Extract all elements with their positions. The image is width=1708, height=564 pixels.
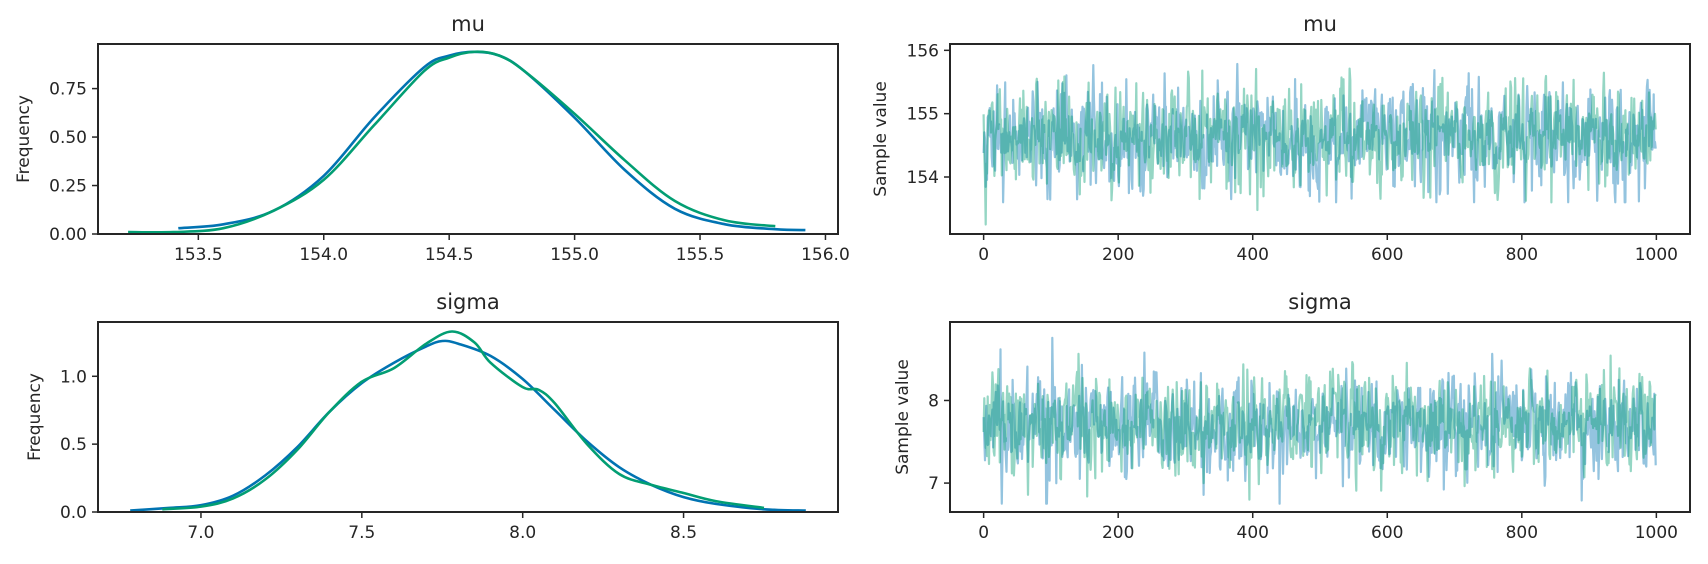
x-tick-label: 0 (978, 245, 989, 265)
mu-density-ticks: 153.5 154.0 154.5 155.0 155.5 156.0 0.00 0.25 0.… (49, 80, 850, 265)
x-tick-label: 8.0 (509, 523, 536, 543)
mu-trace-axes (949, 43, 1691, 235)
sigma-density-ticks: 7.0 7.5 8.0 8.5 0.0 0.5 1.0 (60, 367, 697, 543)
x-tick-label: 200 (1102, 523, 1134, 543)
trace-line-chain-0 (982, 62, 1657, 204)
mu-density-ylabel: Frequency (14, 95, 34, 183)
x-tick-label: 155.0 (550, 245, 599, 265)
mu-trace-panel: mu Sample value 0 200 400 600 800 1000 154 155 1… (871, 12, 1691, 265)
sigma-density-panel: sigma Frequency 7.0 7.5 8.0 8.5 0.0 0.5 1.0 (25, 290, 839, 543)
y-tick-label: 7 (928, 474, 939, 494)
y-tick-label: 155 (907, 105, 939, 125)
mu-density-axes (97, 43, 839, 235)
x-tick-label: 155.5 (676, 245, 725, 265)
mu-density-panel: mu Frequency 153.5 154.0 154.5 155.0 155.5 15… (14, 12, 850, 265)
x-tick-label: 800 (1506, 523, 1538, 543)
y-tick-label: 0.0 (60, 503, 87, 523)
sigma-trace-ticks: 0 200 400 600 800 1000 7 8 (928, 391, 1678, 543)
mu-trace-ticks: 0 200 400 600 800 1000 154 155 156 (907, 41, 1678, 265)
x-tick-label: 156.0 (801, 245, 850, 265)
sigma-trace-title: sigma (1288, 290, 1351, 314)
density-line-chain-1 (128, 50, 776, 234)
x-tick-label: 800 (1506, 245, 1538, 265)
y-tick-label: 0.75 (49, 80, 87, 100)
y-tick-label: 156 (907, 41, 939, 61)
x-tick-label: 154.0 (299, 245, 348, 265)
density-line-chain-0 (178, 50, 806, 232)
density-line-chain-0 (130, 339, 806, 512)
sigma-trace-lines (982, 336, 1657, 505)
x-tick-label: 200 (1102, 245, 1134, 265)
density-line-chain-1 (162, 330, 765, 511)
y-tick-label: 0.5 (60, 435, 87, 455)
x-tick-label: 153.5 (174, 245, 223, 265)
y-tick-label: 154 (907, 168, 939, 188)
x-tick-label: 154.5 (425, 245, 474, 265)
x-tick-label: 1000 (1635, 523, 1678, 543)
x-tick-label: 8.5 (670, 523, 697, 543)
trace-line-chain-1 (982, 352, 1657, 501)
x-tick-label: 7.0 (187, 523, 214, 543)
sigma-density-lines (130, 330, 806, 512)
x-tick-label: 7.5 (348, 523, 375, 543)
mu-trace-ylabel: Sample value (871, 81, 891, 197)
x-tick-label: 600 (1371, 523, 1403, 543)
trace-line-chain-1 (982, 67, 1657, 226)
sigma-trace-axes (949, 321, 1691, 513)
x-tick-label: 600 (1371, 245, 1403, 265)
y-tick-label: 1.0 (60, 367, 87, 387)
y-tick-label: 0.25 (49, 177, 87, 197)
y-tick-label: 0.00 (49, 225, 87, 245)
sigma-density-title: sigma (436, 290, 499, 314)
sigma-density-ylabel: Frequency (25, 373, 45, 461)
mu-trace-lines (982, 62, 1657, 226)
x-tick-label: 1000 (1635, 245, 1678, 265)
x-tick-label: 0 (978, 523, 989, 543)
x-tick-label: 400 (1237, 523, 1269, 543)
mu-density-lines (128, 50, 806, 234)
mu-density-title: mu (451, 12, 485, 36)
sigma-density-axes (97, 321, 839, 513)
sigma-trace-ylabel: Sample value (893, 359, 913, 475)
y-tick-label: 8 (928, 391, 939, 411)
y-tick-label: 0.50 (49, 128, 87, 148)
sigma-trace-panel: sigma Sample value 0 200 400 600 800 1000 7 8 (893, 290, 1691, 543)
x-tick-label: 400 (1237, 245, 1269, 265)
mu-trace-title: mu (1303, 12, 1337, 36)
trace-line-chain-0 (982, 336, 1657, 505)
